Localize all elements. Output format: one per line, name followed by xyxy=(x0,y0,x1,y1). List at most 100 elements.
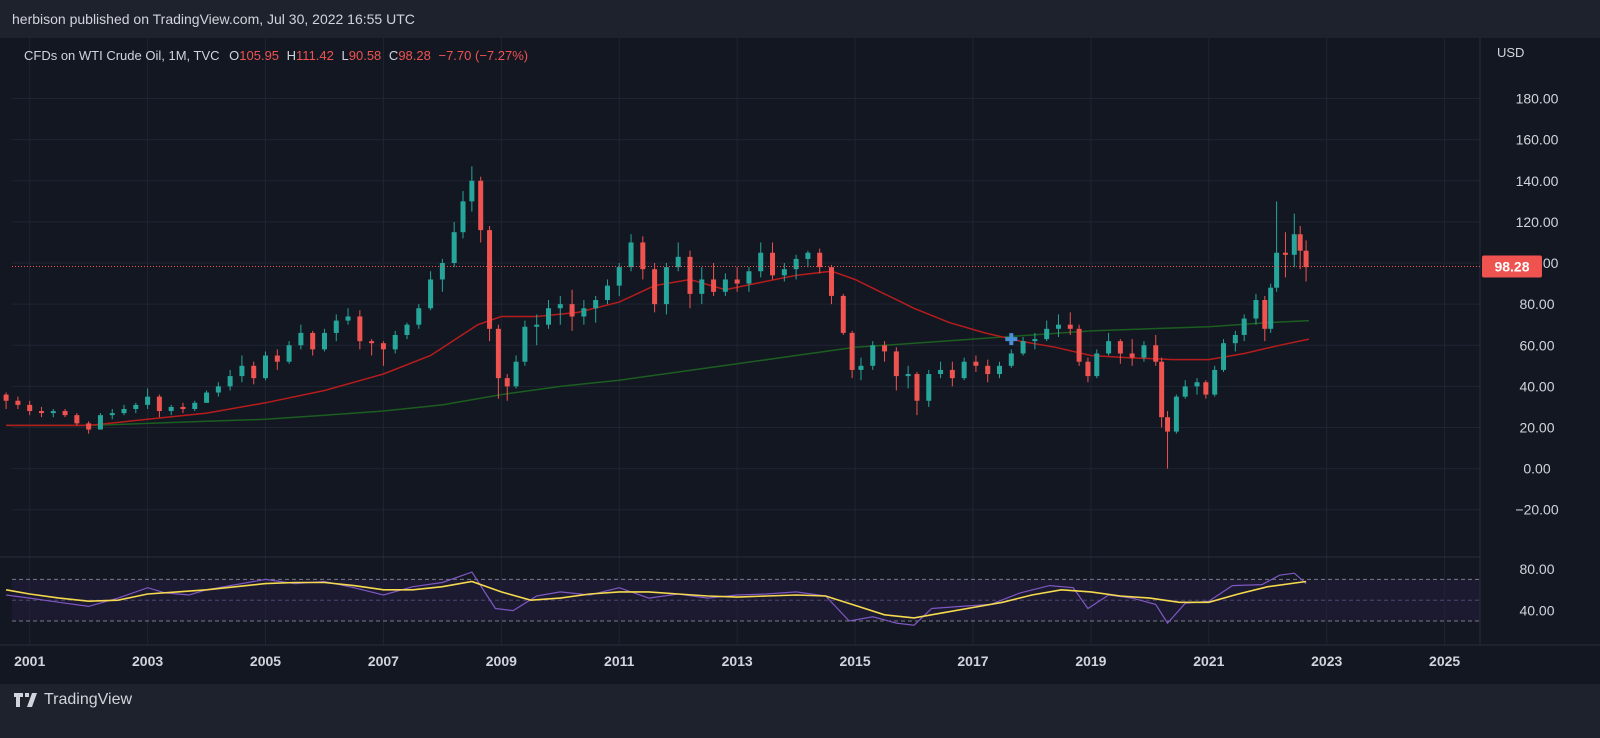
candle-body xyxy=(675,256,681,268)
candle-body xyxy=(357,316,363,342)
currency-label[interactable]: USD xyxy=(1497,45,1525,60)
price-axis-tick: 20.00 xyxy=(1519,419,1554,435)
rsi-axis-tick: 80.00 xyxy=(1519,561,1554,577)
cross-marker-icon xyxy=(1005,333,1018,346)
candle-body xyxy=(534,324,540,327)
candle-body xyxy=(15,400,21,405)
tradingview-logo-icon xyxy=(14,693,37,707)
close-value: 98.28 xyxy=(398,48,431,63)
candle-body xyxy=(817,252,823,268)
candle-body xyxy=(192,402,198,409)
candle-body xyxy=(870,345,876,366)
candle-body xyxy=(121,408,127,414)
price-axis-tick: 160.00 xyxy=(1516,132,1559,148)
candle-body xyxy=(581,308,587,317)
candle-body xyxy=(1008,353,1014,366)
candle-body xyxy=(652,269,658,305)
price-axis-tick: −20.00 xyxy=(1515,502,1558,518)
candle-body xyxy=(274,355,280,362)
candle-body xyxy=(569,304,575,317)
candle-body xyxy=(557,304,563,309)
candle-body xyxy=(805,252,811,259)
candle-body xyxy=(640,242,646,270)
open-label: O xyxy=(229,48,240,63)
time-axis-tick: 2021 xyxy=(1193,653,1224,669)
candle-body xyxy=(145,396,151,405)
candle-body xyxy=(522,326,528,362)
time-axis-tick: 2017 xyxy=(957,653,988,669)
candle-body xyxy=(593,300,599,309)
time-axis-tick: 2011 xyxy=(604,653,635,669)
candle-body xyxy=(1067,324,1073,329)
candle-body xyxy=(392,334,398,350)
candles-group xyxy=(3,166,1309,469)
time-axis-tick: 2019 xyxy=(1075,653,1106,669)
candle-body xyxy=(439,263,445,280)
time-axis-tick: 2015 xyxy=(839,653,870,669)
candle-body xyxy=(3,394,9,401)
price-axis-tick: 0.00 xyxy=(1523,461,1550,477)
candle-body xyxy=(168,406,174,412)
price-axis-tick: 60.00 xyxy=(1519,337,1554,353)
header-bar: herbison published on TradingView.com, J… xyxy=(0,0,1600,38)
candle-body xyxy=(380,343,386,350)
close-label: C xyxy=(388,48,399,63)
candle-body xyxy=(711,279,717,292)
candle-body xyxy=(478,180,484,231)
candle-body xyxy=(263,355,269,379)
candle-body xyxy=(1173,396,1179,432)
footer-bar xyxy=(0,684,1600,738)
candle-body xyxy=(310,332,316,350)
candle-body xyxy=(286,345,292,362)
candle-body xyxy=(616,267,622,286)
candle-body xyxy=(926,374,932,401)
rsi-line xyxy=(6,571,1307,626)
candle-body xyxy=(1153,345,1159,362)
candle-body xyxy=(321,332,327,350)
candle-body xyxy=(699,279,705,294)
candle-body xyxy=(1044,328,1050,340)
candle-body xyxy=(1159,361,1165,418)
candle-body xyxy=(1282,252,1288,255)
candle-body xyxy=(74,415,80,424)
candle-body xyxy=(251,365,257,379)
candle-body xyxy=(1076,328,1082,362)
candle-body xyxy=(1165,417,1171,432)
candle-body xyxy=(1297,234,1303,251)
low-value: 90.58 xyxy=(348,48,382,63)
candle-body xyxy=(1241,318,1247,335)
candle-body xyxy=(27,404,33,412)
symbol-name: CFDs on WTI Crude Oil, 1M, TVC xyxy=(24,48,220,63)
candle-body xyxy=(828,267,834,296)
time-axis-tick: 2005 xyxy=(250,653,281,669)
candle-body xyxy=(858,365,864,370)
candle-body xyxy=(985,365,991,375)
candle-body xyxy=(204,392,210,403)
tradingview-brand[interactable]: TradingView xyxy=(14,691,132,709)
candle-body xyxy=(1094,353,1100,377)
price-axis-tick: 80.00 xyxy=(1519,296,1554,312)
price-chart[interactable]: 180.00160.00140.00120.00100.0080.0060.00… xyxy=(0,38,1600,684)
candle-body xyxy=(1212,369,1218,395)
candle-body xyxy=(1203,382,1209,395)
candle-body xyxy=(1141,345,1147,358)
open-value: 105.95 xyxy=(239,48,280,63)
candle-body xyxy=(949,369,955,379)
ma-fast-line xyxy=(6,270,1310,427)
candle-body xyxy=(1055,324,1061,329)
candle-body xyxy=(1253,300,1259,319)
candle-body xyxy=(722,279,728,292)
candle-body xyxy=(1020,341,1026,354)
candle-body xyxy=(628,242,634,268)
candle-body xyxy=(239,365,245,377)
time-axis-tick: 2025 xyxy=(1429,653,1460,669)
last-price-label: 98.28 xyxy=(1494,259,1529,275)
candle-body xyxy=(973,361,979,366)
candle-body xyxy=(1106,341,1112,354)
candle-body xyxy=(504,378,510,387)
candle-body xyxy=(404,324,410,335)
candle-body xyxy=(1221,343,1227,370)
candle-body xyxy=(1232,334,1238,344)
candle-body xyxy=(180,406,186,409)
candle-body xyxy=(961,361,967,379)
